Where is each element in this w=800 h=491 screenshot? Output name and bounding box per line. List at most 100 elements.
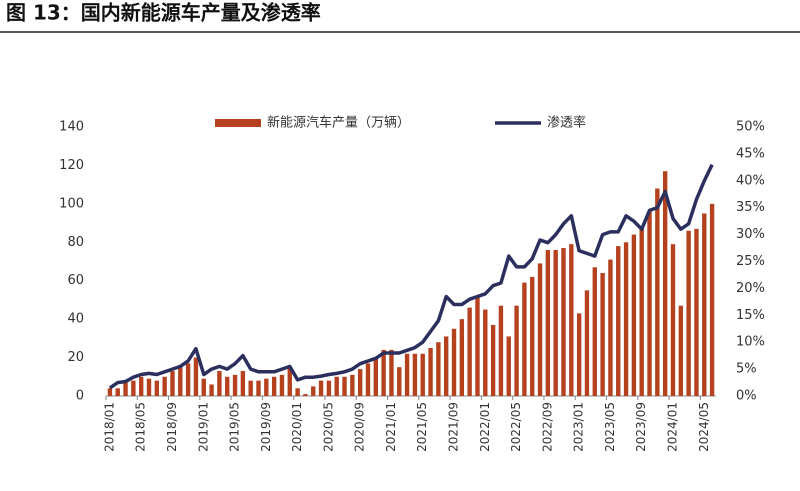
legend-label: 新能源汽车产量（万辆） bbox=[267, 115, 410, 131]
bar bbox=[334, 376, 339, 396]
bar bbox=[185, 363, 191, 396]
bar bbox=[616, 246, 621, 396]
x-tick-label: 2019/05 bbox=[228, 402, 242, 452]
bar bbox=[264, 378, 269, 396]
x-tick-label: 2020/05 bbox=[321, 402, 335, 452]
bar bbox=[444, 336, 449, 396]
bar bbox=[420, 353, 425, 396]
bar bbox=[553, 249, 558, 396]
bar bbox=[608, 259, 613, 396]
bar bbox=[201, 378, 206, 396]
bar bbox=[670, 244, 676, 396]
bar bbox=[232, 374, 238, 396]
x-tick-label: 2023/09 bbox=[634, 402, 648, 452]
bar bbox=[326, 380, 332, 396]
bar bbox=[311, 386, 316, 396]
x-tick-label: 2018/09 bbox=[165, 402, 179, 452]
y-tick-label: 40 bbox=[67, 312, 84, 327]
x-tick-label: 2021/05 bbox=[415, 402, 429, 452]
y-tick-label: 80 bbox=[67, 235, 84, 250]
bar bbox=[576, 313, 582, 396]
y2-tick-label: 5% bbox=[736, 362, 757, 377]
x-tick-label: 2022/05 bbox=[509, 402, 523, 452]
x-tick-label: 2024/05 bbox=[697, 402, 711, 452]
y-tick-label: 100 bbox=[59, 196, 84, 211]
bar bbox=[240, 371, 246, 396]
y2-tick-label: 50% bbox=[736, 120, 765, 135]
bar bbox=[584, 290, 590, 396]
bar bbox=[139, 376, 144, 396]
bar bbox=[279, 374, 285, 396]
y-tick-label: 60 bbox=[67, 273, 84, 288]
bar bbox=[506, 336, 511, 396]
bar bbox=[436, 342, 441, 396]
bar bbox=[561, 248, 566, 396]
bar bbox=[123, 382, 128, 396]
x-tick-label: 2022/09 bbox=[540, 402, 554, 452]
bar bbox=[631, 234, 637, 396]
y2-tick-label: 30% bbox=[736, 227, 765, 242]
bar bbox=[162, 376, 167, 396]
bar bbox=[170, 371, 175, 396]
y-tick-label: 0 bbox=[76, 389, 84, 404]
x-tick-label: 2019/09 bbox=[259, 402, 273, 452]
y2-tick-label: 20% bbox=[736, 281, 765, 296]
bar bbox=[686, 230, 691, 396]
x-tick-label: 2020/01 bbox=[290, 402, 304, 452]
bar bbox=[271, 376, 277, 396]
x-tick-label: 2020/09 bbox=[353, 402, 367, 452]
y2-tick-label: 15% bbox=[736, 308, 765, 323]
bar bbox=[404, 353, 410, 396]
bar bbox=[451, 328, 457, 396]
bar bbox=[569, 244, 574, 396]
y2-tick-label: 25% bbox=[736, 254, 765, 269]
y2-tick-label: 10% bbox=[736, 335, 765, 350]
bar bbox=[107, 388, 113, 396]
bar bbox=[623, 242, 629, 396]
bar bbox=[530, 276, 535, 396]
bar bbox=[475, 296, 480, 396]
bar bbox=[342, 376, 347, 396]
x-tick-label: 2021/01 bbox=[384, 402, 398, 452]
bar bbox=[209, 384, 214, 396]
y-tick-label: 120 bbox=[59, 158, 84, 173]
bar bbox=[600, 273, 605, 396]
x-tick-label: 2022/01 bbox=[478, 402, 492, 452]
bar bbox=[225, 376, 230, 396]
y2-tick-label: 0% bbox=[736, 389, 757, 404]
bar bbox=[154, 380, 160, 396]
y2-tick-label: 45% bbox=[736, 146, 765, 161]
bar bbox=[178, 367, 183, 396]
bar bbox=[483, 309, 488, 396]
bar bbox=[490, 324, 496, 396]
bar bbox=[357, 369, 363, 396]
x-tick-label: 2019/01 bbox=[196, 402, 210, 452]
bar bbox=[522, 282, 527, 396]
y-tick-label: 20 bbox=[67, 350, 84, 365]
bar bbox=[639, 226, 644, 396]
bar bbox=[592, 267, 597, 396]
bar bbox=[115, 388, 120, 396]
bar bbox=[146, 378, 152, 396]
bar bbox=[428, 347, 433, 396]
bar bbox=[498, 305, 504, 396]
bar bbox=[287, 367, 292, 396]
bar bbox=[412, 353, 418, 396]
bar bbox=[373, 357, 378, 396]
bar bbox=[655, 188, 660, 396]
y-tick-label: 140 bbox=[59, 120, 84, 135]
bar bbox=[678, 305, 683, 396]
bar bbox=[709, 203, 715, 396]
bar bbox=[256, 380, 261, 396]
bar bbox=[647, 211, 652, 396]
x-tick-label: 2018/05 bbox=[134, 402, 148, 452]
x-tick-label: 2021/09 bbox=[447, 402, 461, 452]
bar bbox=[662, 171, 668, 396]
bar bbox=[467, 307, 472, 396]
bar bbox=[694, 228, 699, 396]
bar bbox=[514, 305, 519, 396]
legend-swatch bbox=[215, 119, 261, 127]
bar bbox=[702, 213, 707, 396]
bar bbox=[381, 349, 386, 396]
